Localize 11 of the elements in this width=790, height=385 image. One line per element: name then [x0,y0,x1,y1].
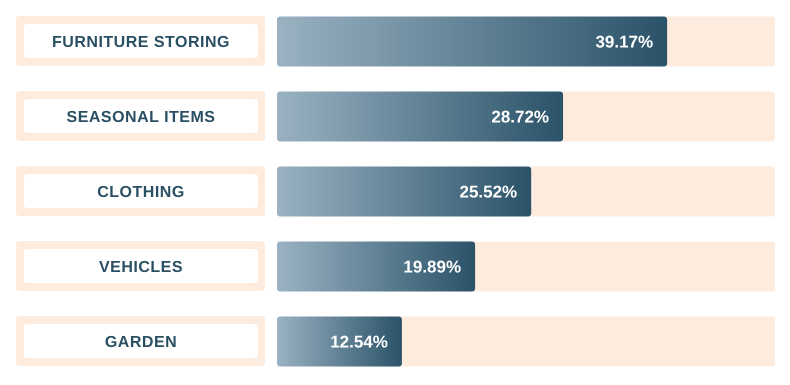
data-label: 39.17% [595,32,654,52]
data-label: 25.52% [460,182,518,202]
data-label: 28.72% [491,108,550,127]
data-label: 12.54% [330,332,388,352]
y-tick-label: GARDEN [104,334,178,351]
bar [277,316,402,366]
y-tick-label: FURNITURE STORING [52,34,230,51]
data-label: 19.89% [403,258,462,277]
y-tick-label: SEASONAL ITEMS [66,109,216,126]
y-tick-label: VEHICLES [98,259,184,276]
y-tick-label: CLOTHING [97,184,185,201]
